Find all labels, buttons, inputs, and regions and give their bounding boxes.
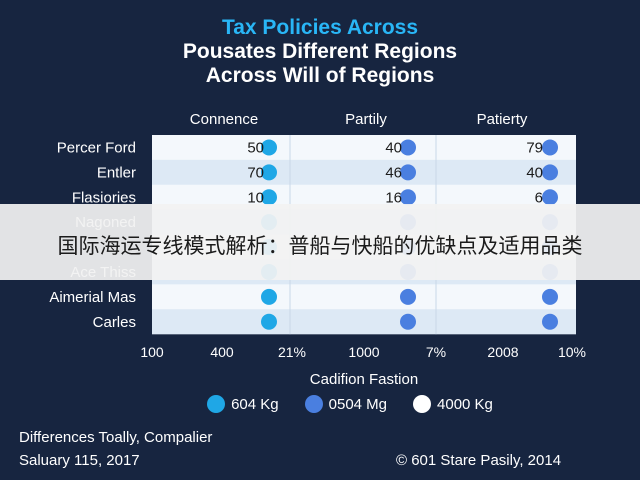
data-marker [400, 164, 416, 181]
x-axis-label: Cadifion Fastion [309, 371, 419, 388]
data-value-label: 40 [385, 139, 402, 156]
legend-swatch-2 [304, 395, 323, 413]
legend-item-1: 604 Kg [207, 395, 279, 413]
x-tick-label: 21% [278, 344, 306, 360]
data-marker [261, 139, 277, 156]
data-value-label: 50 [247, 139, 264, 156]
data-value-label: 70 [247, 164, 264, 181]
footer-note-line-2: Saluary 115, 2017 [19, 452, 140, 469]
x-tick-label: 7% [426, 344, 446, 360]
legend-swatch-1 [207, 395, 226, 413]
legend-item-3: 4000 Kg [413, 395, 493, 413]
table-row-band [152, 135, 576, 160]
data-marker [400, 313, 416, 330]
data-marker [261, 313, 277, 330]
data-value-label: 46 [385, 164, 402, 181]
data-value-label: 16 [385, 189, 402, 206]
data-marker [542, 313, 558, 330]
x-tick-label: 10% [558, 344, 586, 360]
legend-label-3: 4000 Kg [437, 395, 493, 413]
table-row-band [152, 284, 576, 310]
data-value-label: 40 [526, 164, 543, 181]
legend-item-2: 0504 Mg [304, 395, 388, 413]
data-marker [261, 164, 277, 181]
footer-note-line-1: Differences Toally, Compalier [19, 429, 213, 446]
x-tick-label: 100 [140, 344, 164, 360]
column-header-patierty: Patierty [476, 111, 528, 128]
row-label: Percer Ford [57, 139, 136, 156]
overlay-banner-text: 国际海运专线模式解析：普船与快船的优缺点及适用品类 [57, 235, 583, 258]
chart-title-line-2: Pousates Different Regions [182, 40, 458, 63]
footer-copyright: © 601 Stare Pasily, 2014 [396, 452, 562, 469]
chart-title-line-3: Across Will of Regions [205, 64, 435, 87]
legend-label-2: 0504 Mg [328, 395, 388, 413]
row-label: Carles [93, 314, 136, 331]
data-value-label: 79 [526, 139, 543, 156]
table-row-band [152, 159, 576, 185]
data-marker [542, 164, 558, 181]
row-label: Aimerial Mas [49, 289, 136, 306]
data-marker [542, 288, 558, 305]
x-tick-label: 2008 [487, 344, 518, 360]
data-marker [400, 139, 416, 156]
row-label: Flasiories [72, 189, 136, 206]
x-tick-label: 400 [210, 344, 234, 360]
data-value-label: 10 [247, 189, 264, 206]
legend: 604 Kg 0504 Mg 4000 Kg [0, 395, 640, 413]
data-value-label: 6 [535, 189, 543, 206]
data-marker [400, 189, 416, 206]
data-marker [542, 139, 558, 156]
column-header-partily: Partily [345, 111, 387, 128]
legend-swatch-3 [413, 395, 432, 413]
data-marker [542, 189, 558, 206]
overlay-banner [0, 204, 640, 280]
row-label: Entler [97, 164, 136, 181]
data-marker [261, 288, 277, 305]
x-tick-label: 1000 [348, 344, 379, 360]
data-marker [400, 288, 416, 305]
legend-label-1: 604 Kg [231, 395, 279, 413]
column-header-connence: Connence [189, 111, 259, 128]
chart-title-line-1: Tax Policies Across [221, 16, 419, 39]
table-row-band [152, 309, 576, 335]
data-marker [261, 189, 277, 206]
